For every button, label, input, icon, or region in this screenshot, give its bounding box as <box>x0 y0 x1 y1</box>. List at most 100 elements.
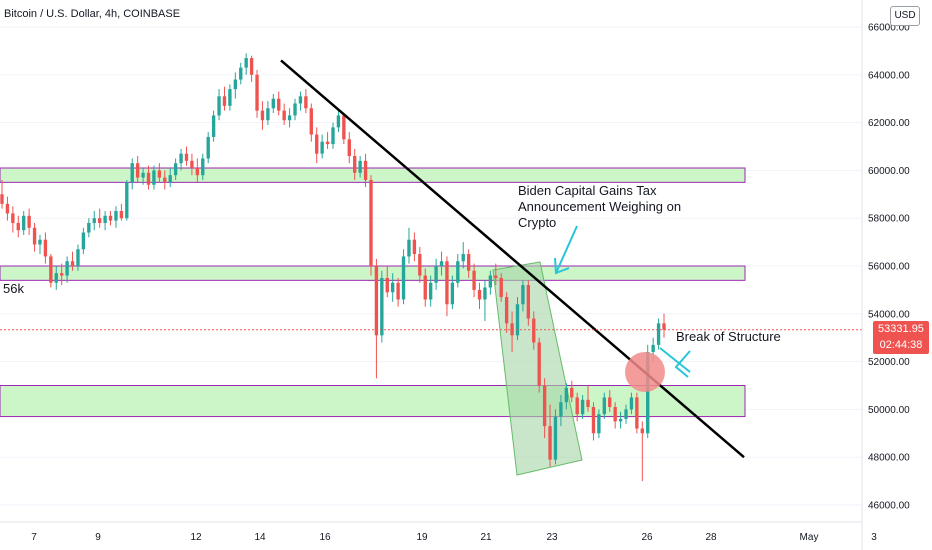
candle <box>293 98 297 121</box>
candle <box>635 392 639 434</box>
candle <box>483 280 487 321</box>
candle <box>602 392 606 419</box>
candlesticks <box>0 53 666 482</box>
candle <box>282 103 286 125</box>
last-price-tag: 53331.95 02:44:38 <box>873 321 929 354</box>
time-tick-label: 14 <box>254 532 266 543</box>
price-tick-label: 60000.00 <box>868 166 910 177</box>
candle <box>266 101 270 125</box>
candle <box>211 110 216 142</box>
candle <box>222 86 227 111</box>
candle <box>179 148 183 171</box>
candle <box>125 179 129 221</box>
candle <box>22 211 26 235</box>
candle <box>11 206 15 233</box>
price-tick-label: 48000.00 <box>868 453 910 464</box>
candle <box>591 402 596 441</box>
candle <box>542 378 547 439</box>
price-tick-label: 56000.00 <box>868 262 910 273</box>
candle <box>640 421 644 482</box>
price-tick-label: 52000.00 <box>868 357 910 368</box>
chart-title: Bitcoin / U.S. Dollar, 4h, COINBASE <box>4 8 181 20</box>
candle <box>190 153 194 176</box>
candle <box>418 246 422 283</box>
candle <box>16 215 20 238</box>
candle <box>353 148 357 180</box>
candle <box>81 227 86 255</box>
candle <box>70 251 75 271</box>
candle <box>32 222 37 252</box>
candle <box>553 409 558 465</box>
price-tick-label: 46000.00 <box>868 501 910 512</box>
candle <box>239 62 243 85</box>
candle <box>407 227 411 264</box>
time-axis-labels[interactable]: 7 9 12 14 16 19 21 23 26 28 May 3 <box>31 532 877 543</box>
candle <box>380 270 384 343</box>
candle <box>369 175 373 276</box>
time-tick-label: 21 <box>480 532 492 543</box>
time-tick-label: 28 <box>705 532 717 543</box>
candle <box>396 277 400 307</box>
candle <box>586 385 590 412</box>
candle <box>141 168 145 185</box>
candle <box>287 108 292 128</box>
candle <box>5 196 10 221</box>
time-tick-label: 12 <box>190 532 202 543</box>
candle <box>499 273 503 302</box>
break-of-structure-annotation: Break of Structure <box>676 329 781 344</box>
candle <box>54 266 58 290</box>
candle <box>92 211 96 231</box>
candle <box>559 395 563 427</box>
candle <box>363 153 368 188</box>
last-price-value: 53331.95 <box>878 323 924 335</box>
candle <box>217 89 221 121</box>
candle <box>342 113 346 145</box>
candle <box>331 122 335 149</box>
candle <box>157 163 162 183</box>
price-zone <box>0 385 746 418</box>
candle <box>233 72 238 99</box>
candle <box>434 258 438 290</box>
candle <box>466 249 471 278</box>
candle <box>461 242 465 269</box>
candle <box>423 268 427 307</box>
candle <box>49 254 53 288</box>
candle <box>0 179 4 209</box>
time-tick-label: 26 <box>641 532 653 543</box>
candle <box>548 404 552 467</box>
candle <box>618 411 623 429</box>
news-annotation: Biden Capital Gains Tax Announcement Wei… <box>518 183 708 231</box>
time-tick-label: 3 <box>871 532 877 543</box>
candle <box>428 275 433 307</box>
candle <box>206 132 210 164</box>
candle <box>575 392 579 422</box>
time-tick-label: 19 <box>416 532 428 543</box>
level-label: 56k <box>3 281 24 296</box>
candle <box>320 134 324 159</box>
currency-button[interactable]: USD <box>890 6 920 26</box>
bearish-channel-highlight <box>492 261 583 476</box>
candle <box>629 392 634 415</box>
breakout-arrow <box>659 347 691 378</box>
candle <box>477 282 482 310</box>
candle <box>472 263 476 298</box>
price-tick-label: 64000.00 <box>868 70 910 81</box>
candle <box>656 318 661 350</box>
candle <box>249 55 254 82</box>
candle <box>488 270 493 295</box>
price-axis-labels[interactable]: 66000.00 64000.00 62000.00 60000.00 58000.00… <box>868 23 910 512</box>
candle <box>135 156 140 183</box>
candle-countdown: 02:44:38 <box>879 339 923 351</box>
price-tick-label: 54000.00 <box>868 309 910 320</box>
candle <box>103 211 107 231</box>
descending-trendline <box>280 59 745 459</box>
candle <box>38 234 42 255</box>
candle <box>168 168 172 188</box>
candle <box>244 53 248 75</box>
candle <box>439 251 444 276</box>
candle <box>163 170 167 190</box>
candle <box>87 218 91 238</box>
candle <box>347 132 351 164</box>
candle <box>309 103 313 142</box>
